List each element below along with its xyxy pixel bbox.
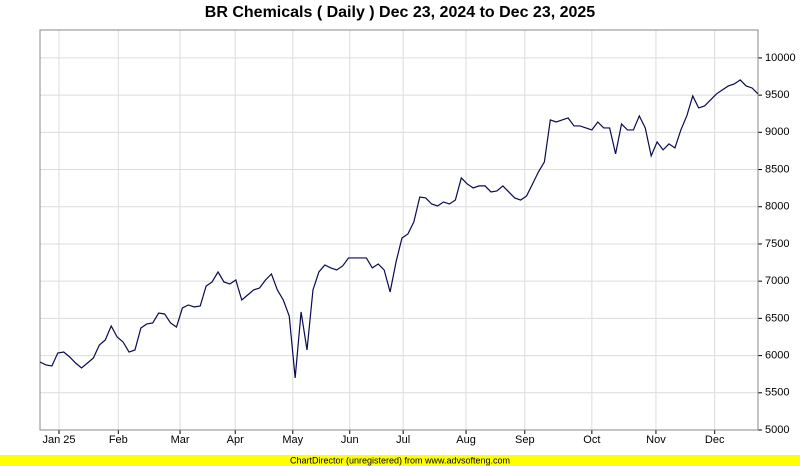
y-tick-label: 5000 <box>765 424 789 436</box>
y-tick-label: 7000 <box>765 275 789 287</box>
y-tick-label: 8500 <box>765 163 789 175</box>
y-tick-label: 9500 <box>765 89 789 101</box>
y-tick-label: 6000 <box>765 349 789 361</box>
x-tick-label: Aug <box>456 434 476 446</box>
y-tick-label: 7500 <box>765 238 789 250</box>
x-tick-label: Jul <box>396 434 410 446</box>
x-tick-label: Nov <box>646 434 666 446</box>
x-tick-label: Oct <box>583 434 600 446</box>
x-tick-label: May <box>282 434 303 446</box>
footer-text: ChartDirector (unregistered) from www.ad… <box>290 455 510 465</box>
price-line <box>39 79 759 379</box>
x-tick-label: Jun <box>341 434 359 446</box>
y-tick-label: 6500 <box>765 312 789 324</box>
x-tick-label: Feb <box>109 434 128 446</box>
x-tick-label: Apr <box>227 434 244 446</box>
y-tick-label: 8000 <box>765 201 789 213</box>
plot-border <box>39 29 759 431</box>
x-tick-label: Mar <box>171 434 190 446</box>
x-tick-label: Jan 25 <box>42 434 75 446</box>
y-tick-label: 9000 <box>765 126 789 138</box>
y-tick-label: 5500 <box>765 387 789 399</box>
chart-title: BR Chemicals ( Daily ) Dec 23, 2024 to D… <box>205 4 596 21</box>
x-tick-label: Dec <box>705 434 725 446</box>
footer-bar <box>0 455 800 466</box>
y-tick-label: 10000 <box>765 52 796 64</box>
x-tick-label: Sep <box>515 434 535 446</box>
